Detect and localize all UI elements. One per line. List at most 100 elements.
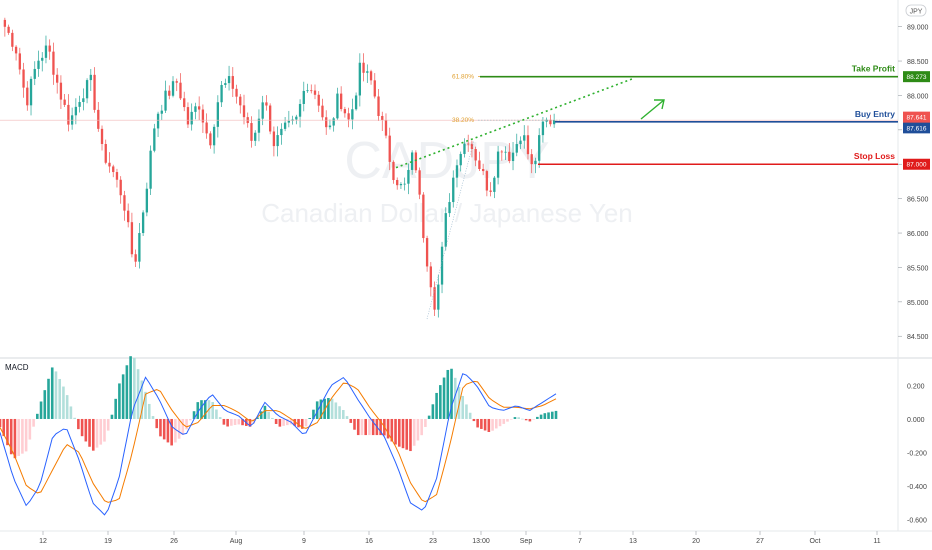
- price-tick-label: 88.000: [907, 93, 929, 100]
- macd-histogram-bar: [241, 418, 244, 426]
- time-tick-label: 20: [692, 538, 700, 545]
- candle-body: [190, 111, 193, 125]
- candle-body: [194, 106, 197, 112]
- macd-histogram-bar: [215, 409, 218, 419]
- candle-body: [123, 195, 126, 211]
- candle-body: [310, 90, 313, 92]
- macd-histogram-bar: [226, 418, 229, 427]
- macd-histogram-bar: [327, 398, 330, 419]
- candle-body: [138, 233, 141, 262]
- candle-body: [48, 45, 51, 52]
- macd-histogram-bar: [39, 401, 43, 419]
- candle-body: [425, 238, 429, 267]
- macd-histogram-bar: [125, 365, 129, 419]
- candle-body: [257, 118, 261, 133]
- candle-body: [201, 109, 205, 123]
- macd-histogram-bar: [77, 418, 80, 430]
- macd-tick-label: -0.600: [907, 518, 927, 525]
- candle-body: [485, 171, 489, 191]
- macd-histogram-bar: [528, 418, 532, 422]
- candle-body: [287, 120, 290, 123]
- macd-histogram-bar: [189, 418, 192, 421]
- price-tick-label: 85.500: [907, 265, 929, 272]
- macd-histogram-bar: [405, 418, 409, 450]
- candle-body: [489, 190, 492, 192]
- candle-body: [130, 222, 134, 255]
- candle-body: [455, 165, 459, 178]
- candle-body: [171, 81, 175, 96]
- candle-body: [104, 144, 107, 163]
- watermark-symbol: CADJPY: [344, 132, 549, 190]
- candle-body: [97, 109, 100, 129]
- candle-body: [160, 110, 163, 114]
- macd-histogram-bar: [136, 369, 140, 419]
- candle-body: [526, 135, 530, 155]
- candle-body: [474, 149, 477, 161]
- candle-body: [541, 121, 545, 136]
- candle-body: [26, 87, 29, 106]
- candle-body: [18, 53, 21, 70]
- candle-body: [239, 96, 242, 106]
- candle-body: [231, 76, 234, 89]
- macd-histogram-bar: [353, 418, 356, 430]
- macd-histogram-bar: [21, 418, 24, 454]
- candle-body: [515, 144, 518, 153]
- candle-body: [7, 26, 10, 33]
- candle-body: [145, 188, 149, 213]
- candle-body: [186, 107, 190, 125]
- macd-histogram-bar: [554, 410, 558, 419]
- candle-body: [549, 119, 552, 125]
- macd-histogram-bar: [442, 377, 446, 419]
- macd-histogram-bar: [144, 391, 147, 419]
- candle-body: [523, 135, 526, 141]
- macd-histogram-bar: [371, 418, 375, 436]
- time-tick-label: Oct: [810, 538, 821, 545]
- macd-histogram-bar: [58, 378, 62, 419]
- macd-tick-label: 0.200: [907, 383, 925, 390]
- macd-histogram-bar: [472, 418, 476, 422]
- candle-body: [534, 160, 537, 165]
- candle-body: [500, 151, 503, 153]
- last-price-text: 87.641: [907, 115, 927, 122]
- candle-body: [440, 246, 444, 285]
- candle-body: [448, 202, 451, 214]
- macd-histogram-bar: [412, 418, 416, 446]
- macd-histogram-bar: [69, 406, 73, 419]
- candle-body: [467, 143, 470, 145]
- macd-histogram-bar: [435, 392, 438, 419]
- macd-histogram-bar: [427, 415, 431, 419]
- candle-body: [175, 81, 178, 83]
- macd-histogram-bar: [103, 418, 106, 442]
- currency-badge[interactable]: JPY: [905, 4, 927, 17]
- candle-body: [283, 122, 287, 129]
- macd-histogram-bar: [192, 411, 196, 419]
- annotations-layer: 61.80% 38.20% Take Profit 88.273 Buy Entry 87…: [0, 64, 930, 320]
- candle-body: [418, 170, 421, 195]
- price-tick-label: 84.500: [907, 334, 929, 341]
- time-tick-label: 19: [104, 538, 112, 545]
- candle-body: [212, 126, 216, 146]
- macd-histogram-bar: [532, 418, 535, 420]
- macd-histogram-bar: [509, 418, 513, 420]
- macd-tick-label: -0.200: [907, 451, 927, 458]
- candle-body: [414, 152, 418, 171]
- candle-body: [407, 169, 410, 184]
- macd-histogram-bar: [50, 367, 54, 419]
- candle-body: [317, 94, 320, 106]
- macd-histogram-bar: [155, 418, 159, 429]
- level-price-tag-2: [903, 158, 930, 170]
- macd-histogram-bar: [524, 418, 528, 421]
- candle-body: [276, 135, 279, 147]
- candle-body: [358, 62, 361, 96]
- time-tick-label: Aug: [230, 538, 243, 545]
- macd-histogram-bar: [118, 383, 121, 419]
- candle-body: [306, 90, 309, 92]
- macd-histogram-bar: [32, 418, 35, 427]
- candle-body: [183, 98, 186, 108]
- candle-body: [272, 131, 276, 147]
- candle-body: [11, 32, 14, 47]
- macd-histogram-bar: [13, 418, 17, 459]
- macd-histogram-bar: [476, 418, 479, 428]
- macd-histogram-bar: [386, 418, 390, 439]
